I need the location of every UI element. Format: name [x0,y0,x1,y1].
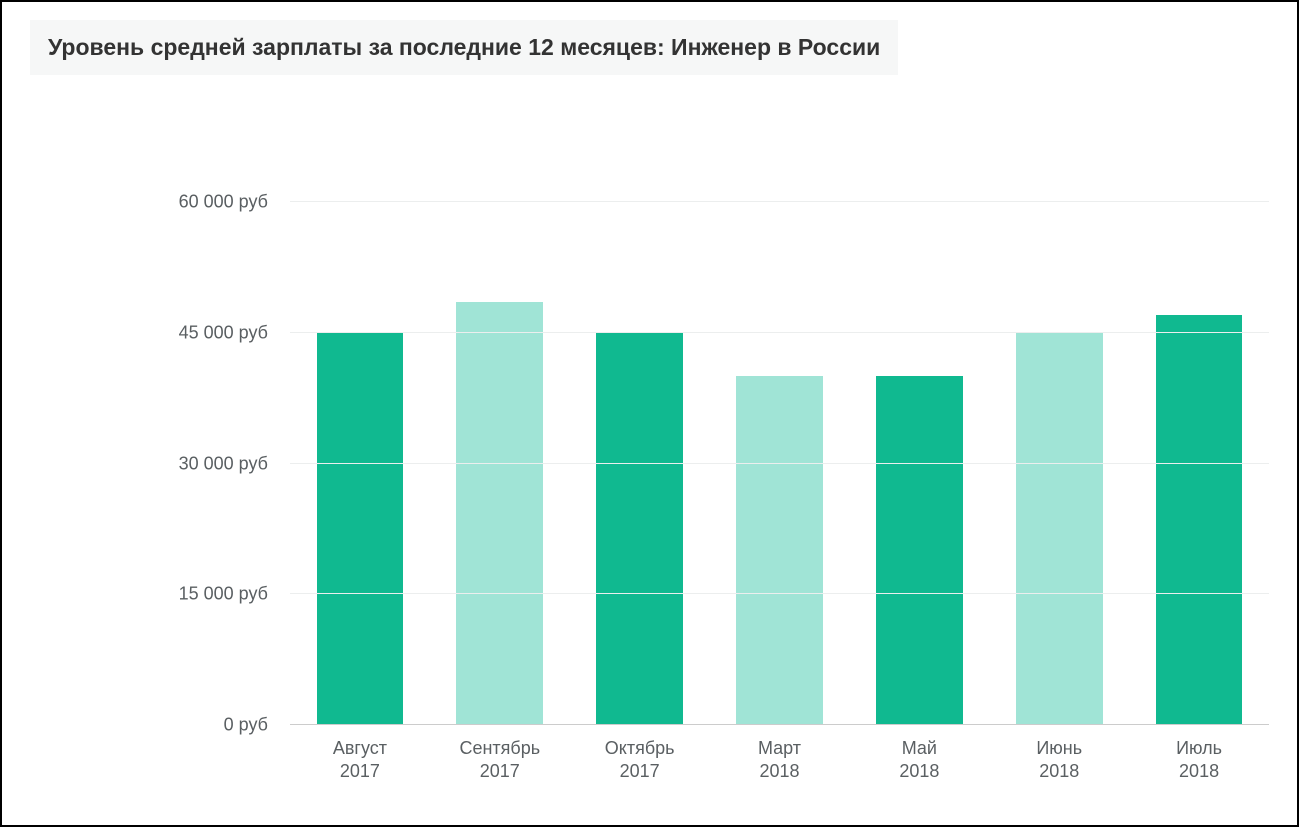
bar [456,302,543,725]
gridline [290,332,1269,333]
y-axis-label: 15 000 руб [179,584,290,605]
plot-area: Август 2017Сентябрь 2017Октябрь 2017Март… [290,202,1269,725]
bar [1016,333,1103,725]
bar [736,376,823,725]
x-axis-label: Июль 2018 [1164,725,1234,784]
bar [876,376,963,725]
chart-card: Уровень средней зарплаты за последние 12… [0,0,1299,827]
bar-slot: Май 2018 [849,202,989,725]
y-axis-label: 30 000 руб [179,453,290,474]
y-axis-label: 60 000 руб [179,192,290,213]
gridline [290,593,1269,594]
bar [596,333,683,725]
bar [1156,315,1243,725]
bar [317,333,404,725]
x-axis-label: Октябрь 2017 [605,725,675,784]
gridline [290,463,1269,464]
bar-slot: Август 2017 [290,202,430,725]
x-axis-label: Июнь 2018 [1024,725,1094,784]
x-axis-label: Август 2017 [333,725,387,784]
bar-slot: Июль 2018 [1129,202,1269,725]
chart-zone: Август 2017Сентябрь 2017Октябрь 2017Март… [30,122,1269,795]
bar-slot: Июнь 2018 [989,202,1129,725]
x-axis-label: Май 2018 [884,725,954,784]
x-axis-label: Март 2018 [745,725,815,784]
y-axis-label: 0 руб [224,715,290,736]
y-axis-label: 45 000 руб [179,322,290,343]
bar-slot: Март 2018 [710,202,850,725]
gridline [290,724,1269,725]
x-axis-label: Сентябрь 2017 [459,725,540,784]
chart-title-wrap: Уровень средней зарплаты за последние 12… [30,20,898,75]
chart-title: Уровень средней зарплаты за последние 12… [48,34,880,60]
bars-container: Август 2017Сентябрь 2017Октябрь 2017Март… [290,202,1269,725]
gridline [290,201,1269,202]
bar-slot: Сентябрь 2017 [430,202,570,725]
bar-slot: Октябрь 2017 [570,202,710,725]
